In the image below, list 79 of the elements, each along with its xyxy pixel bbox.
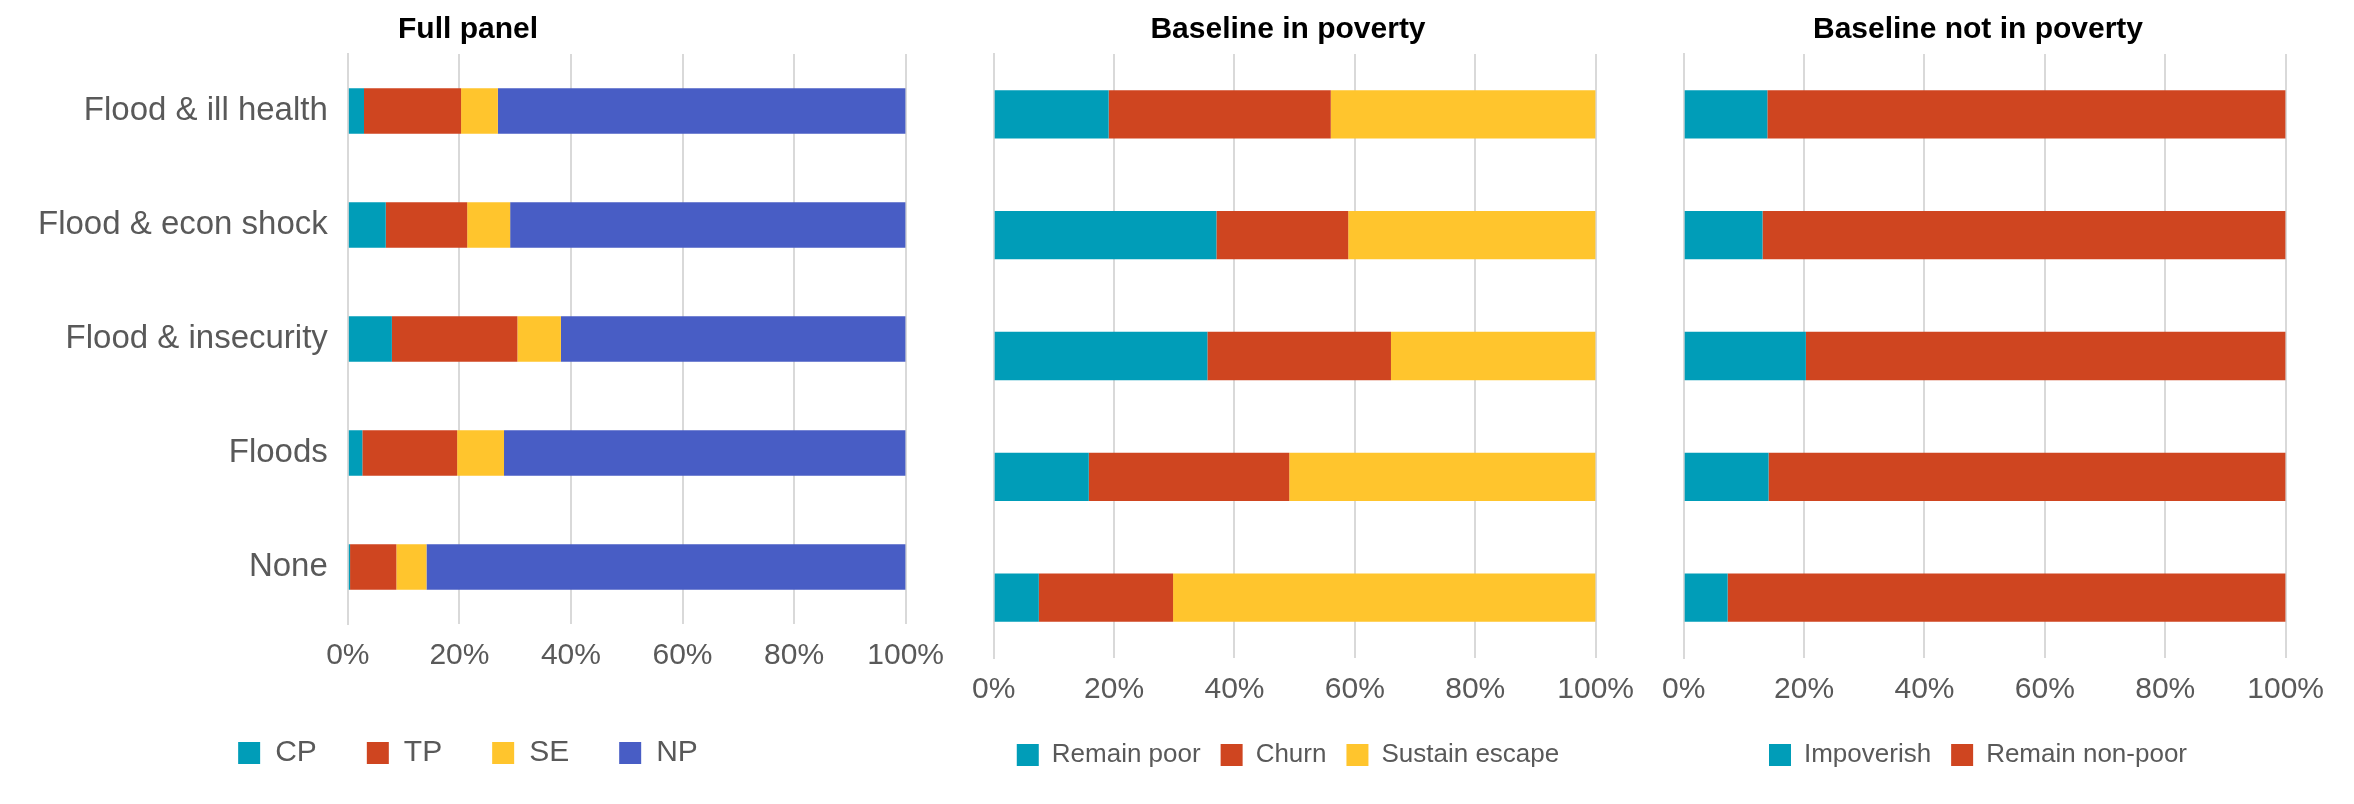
y-tick-label: None xyxy=(248,546,328,584)
y-tick-label: Floods xyxy=(228,432,328,470)
bar xyxy=(994,90,1109,139)
bar xyxy=(362,430,458,476)
bar xyxy=(517,316,561,362)
bar xyxy=(1207,331,1391,381)
x-tick-label: 20% xyxy=(1774,671,1835,705)
x-tick-label: 60% xyxy=(652,637,713,671)
bar xyxy=(510,202,906,248)
x-tick-label: 80% xyxy=(764,637,825,671)
x-tick-label: 60% xyxy=(2014,671,2075,705)
legend-label: Churn xyxy=(1255,738,1327,769)
bar xyxy=(1684,331,1806,381)
x-tick-label: 20% xyxy=(1084,671,1145,705)
bar xyxy=(1173,573,1596,622)
x-tick-label: 80% xyxy=(1445,671,1506,705)
x-tick-label: 100% xyxy=(867,637,944,671)
bar xyxy=(994,452,1089,501)
bar xyxy=(1805,331,2286,381)
bar xyxy=(467,202,511,248)
chart-title: Baseline not in poverty xyxy=(1812,11,2144,45)
bar xyxy=(1289,452,1596,501)
bar xyxy=(348,202,386,248)
bar xyxy=(1684,573,1728,622)
y-tick-label: Flood & econ shock xyxy=(37,204,329,242)
bar xyxy=(1768,452,2286,501)
bar xyxy=(385,202,468,248)
bar xyxy=(364,88,462,134)
bar xyxy=(560,316,906,362)
bar xyxy=(461,88,498,134)
bar xyxy=(1348,211,1596,260)
bar xyxy=(348,316,392,362)
x-tick-label: 60% xyxy=(1324,671,1385,705)
bar xyxy=(1108,90,1331,139)
bar xyxy=(994,211,1217,260)
legend-label: Remain non-poor xyxy=(1986,738,2188,769)
bar xyxy=(1767,90,2286,139)
y-tick-label: Flood & ill health xyxy=(83,90,328,128)
x-tick-label: 20% xyxy=(429,637,490,671)
legend-label: TP xyxy=(403,734,443,768)
bar xyxy=(1684,452,1769,501)
bar xyxy=(1684,90,1768,139)
legend-label: Sustain escape xyxy=(1381,738,1560,769)
bar xyxy=(1390,331,1596,381)
x-tick-label: 100% xyxy=(1557,671,1634,705)
x-tick-label: 40% xyxy=(540,637,601,671)
x-tick-label: 0% xyxy=(326,637,370,671)
bar xyxy=(391,316,518,362)
x-tick-label: 0% xyxy=(972,671,1016,705)
x-tick-label: 80% xyxy=(2135,671,2196,705)
bar xyxy=(504,430,906,476)
legend-label: NP xyxy=(656,734,698,768)
bar xyxy=(994,331,1208,381)
bar xyxy=(1684,211,1763,260)
bar xyxy=(348,88,365,134)
legend-label: CP xyxy=(275,734,317,768)
x-tick-label: 40% xyxy=(1204,671,1265,705)
chart-title: Baseline in poverty xyxy=(1150,11,1426,45)
bar xyxy=(1727,573,2286,622)
legend-label: SE xyxy=(529,734,570,768)
legend-label: Remain poor xyxy=(1051,738,1201,769)
bar xyxy=(396,544,427,590)
bar xyxy=(1038,573,1174,622)
x-tick-label: 100% xyxy=(2247,671,2324,705)
bar xyxy=(1216,211,1349,260)
bar xyxy=(457,430,505,476)
x-tick-label: 40% xyxy=(1894,671,1955,705)
chart-title: Full panel xyxy=(397,11,539,45)
bar xyxy=(1762,211,2286,260)
bar xyxy=(994,573,1039,622)
bar xyxy=(1330,90,1596,139)
bar xyxy=(348,430,363,476)
bar xyxy=(426,544,906,590)
bar xyxy=(350,544,397,590)
legend-label: Impoverish xyxy=(1803,738,1932,769)
x-tick-label: 0% xyxy=(1662,671,1706,705)
bar xyxy=(497,88,906,134)
bar xyxy=(1088,452,1290,501)
y-tick-label: Flood & insecurity xyxy=(65,318,329,356)
